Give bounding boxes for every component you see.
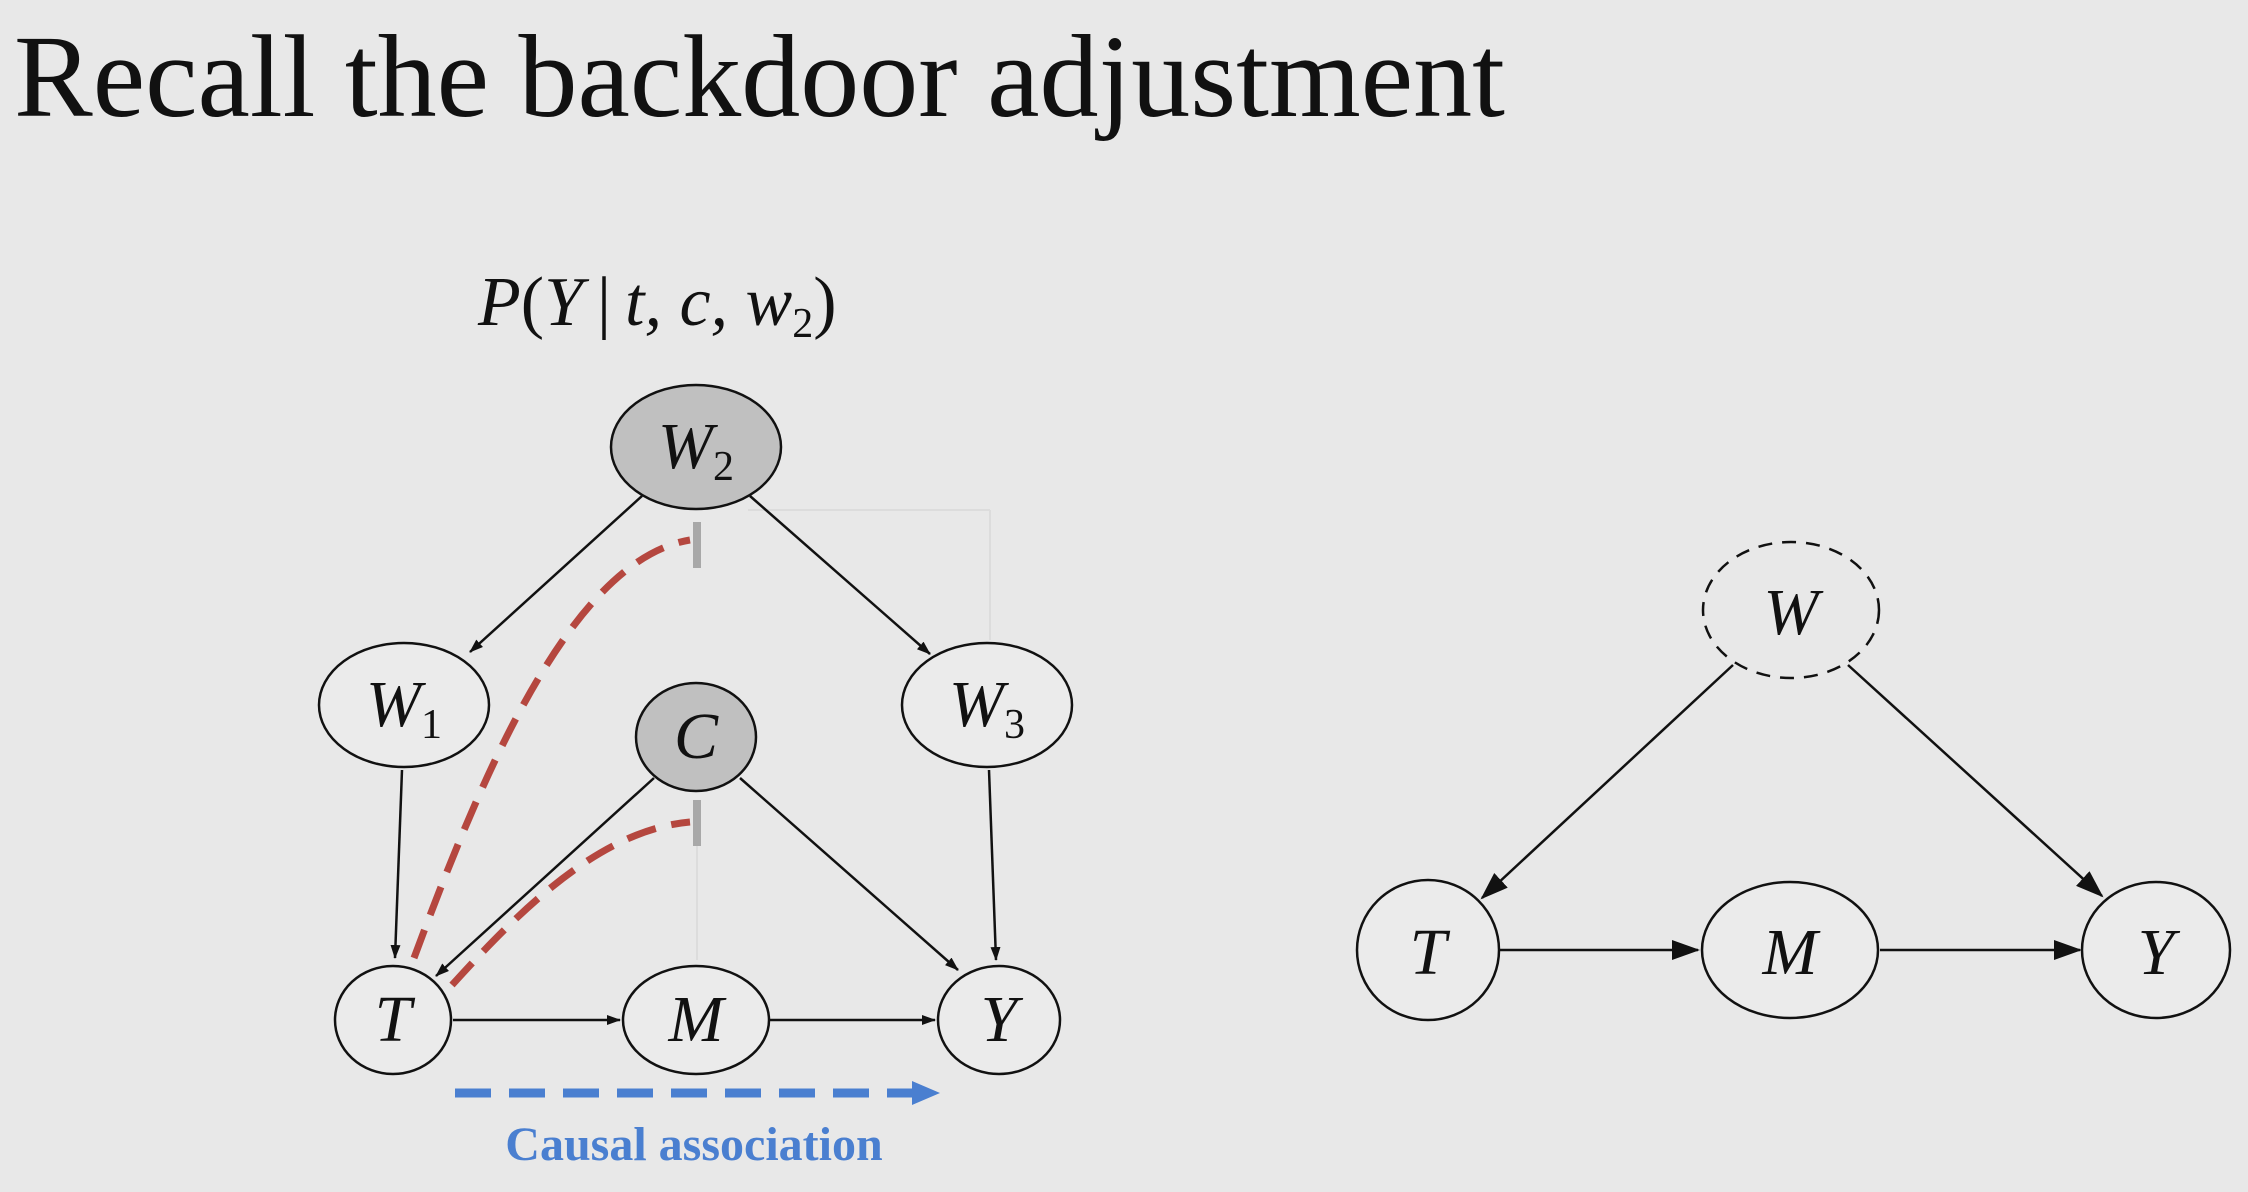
- svg-text:W2: W2: [658, 410, 734, 490]
- edge-c-t: [435, 777, 655, 977]
- formula-sub: 2: [792, 301, 813, 347]
- node-w2: W2: [609, 383, 783, 511]
- svg-text:T: T: [1410, 916, 1451, 989]
- svg-text:C: C: [674, 700, 719, 773]
- svg-text:W3: W3: [949, 668, 1025, 748]
- svg-text:W1: W1: [366, 668, 442, 748]
- node-m: M: [621, 964, 771, 1076]
- blocked-path-w2: [410, 536, 691, 960]
- node-y: Y: [936, 964, 1062, 1076]
- node-m-right: M: [1700, 880, 1880, 1020]
- formula-close-paren: ): [813, 264, 836, 341]
- edge-w2-w1: [469, 495, 643, 653]
- formula-y: Y: [544, 264, 590, 341]
- node-c: C: [634, 681, 758, 793]
- formula: P(Y | t, c, w2): [477, 264, 837, 347]
- causal-association-label: Causal association: [505, 1118, 882, 1171]
- edge-w2-w3: [749, 495, 931, 655]
- svg-text:M: M: [1762, 916, 1822, 989]
- svg-text:Y: Y: [981, 983, 1024, 1056]
- edge-w-y: [1847, 664, 2104, 898]
- node-w3: W3: [900, 641, 1074, 769]
- formula-args: t, c, w: [625, 264, 793, 341]
- right-diagram: W T M Y: [1355, 540, 2232, 1022]
- formula-bar: |: [597, 264, 611, 341]
- edge-w1-t: [390, 769, 404, 959]
- svg-text:T: T: [375, 983, 416, 1056]
- node-y-right: Y: [2080, 880, 2232, 1020]
- node-w1: W1: [317, 641, 491, 769]
- svg-text:M: M: [668, 983, 728, 1056]
- node-t-right: T: [1355, 878, 1501, 1022]
- svg-text:W: W: [1764, 576, 1824, 649]
- edge-w-t: [1480, 664, 1734, 900]
- svg-text:Y: Y: [2138, 916, 2181, 989]
- slide-title: Recall the backdoor adjustment: [14, 11, 1505, 142]
- formula-open-paren: (: [521, 264, 544, 341]
- node-w-unobserved: W: [1701, 540, 1881, 680]
- edge-w3-y: [987, 769, 1001, 961]
- edge-c-y: [739, 777, 959, 971]
- left-diagram: P(Y | t, c, w2) W2 W1 W3: [317, 264, 1074, 1171]
- formula-p: P: [477, 264, 521, 341]
- blocked-path-c: [449, 818, 691, 988]
- node-t: T: [333, 964, 453, 1076]
